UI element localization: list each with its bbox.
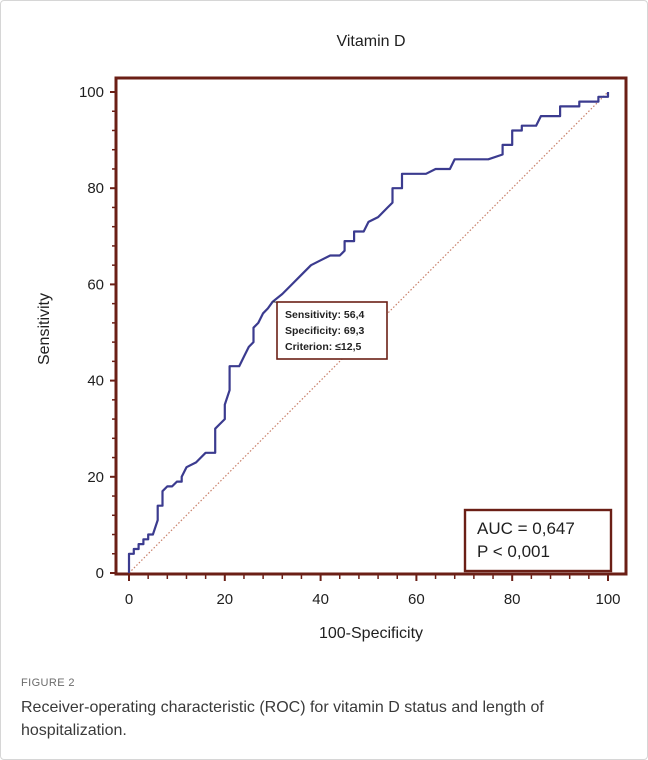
reference-diagonal-line <box>128 91 609 574</box>
x-tick-label: 0 <box>125 591 133 608</box>
x-tick-label: 60 <box>408 591 425 608</box>
y-tick-label: 60 <box>87 276 104 293</box>
auc-box-border <box>463 508 613 573</box>
figure-label: FIGURE 2 <box>21 677 75 689</box>
criterion-callout: Sensitivity: 56,4 Specificity: 69,3 Crit… <box>272 301 388 360</box>
p-value: P < 0,001 <box>477 542 550 561</box>
roc-chart: Vitamin D 0 20 40 60 80 100 0 20 40 60 80 100 Sens… <box>36 33 628 642</box>
plot-frame <box>114 76 628 576</box>
x-axis-title: 100-Specificity <box>319 625 423 642</box>
x-tick-label: 40 <box>312 591 329 608</box>
x-axis: 0 20 40 60 80 100 <box>125 574 621 608</box>
callout-sensitivity: Sensitivity: 56,4 <box>285 309 365 321</box>
roc-curve-line <box>127 92 610 573</box>
x-tick-label: 100 <box>595 591 620 608</box>
chart-title: Vitamin D <box>336 33 405 50</box>
auc-value: AUC = 0,647 <box>477 519 575 538</box>
x-tick-label: 20 <box>216 591 233 608</box>
y-tick-label: 40 <box>87 373 104 390</box>
y-tick-label: 80 <box>87 180 104 197</box>
y-tick-label: 0 <box>96 565 104 582</box>
callout-box <box>276 301 388 360</box>
y-tick-label: 100 <box>79 84 104 101</box>
figure-caption: Receiver-operating characteristic (ROC) … <box>21 699 544 739</box>
callout-criterion: Criterion: ≤12,5 <box>285 341 362 353</box>
auc-stats-box: AUC = 0,647 P < 0,001 <box>463 508 613 573</box>
callout-specificity: Specificity: 69,3 <box>285 325 365 337</box>
y-tick-label: 20 <box>87 469 104 486</box>
y-axis-title: Sensitivity <box>36 293 53 365</box>
y-axis: 0 20 40 60 80 100 <box>79 84 116 582</box>
x-tick-label: 80 <box>504 591 521 608</box>
